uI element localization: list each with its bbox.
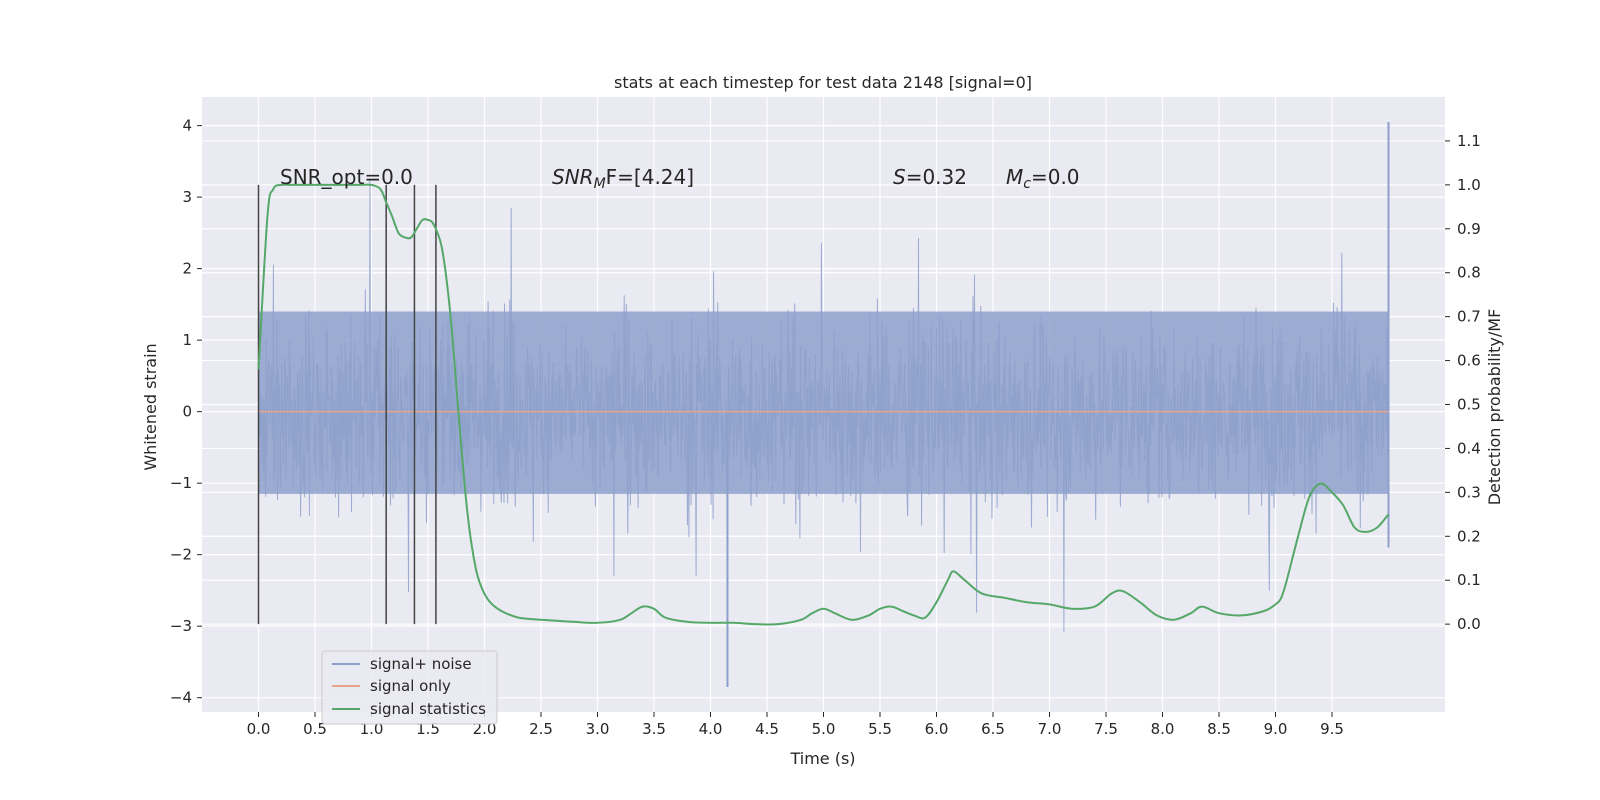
y-right-tick-label: 0.1 <box>1457 571 1481 589</box>
y-right-tick-label: 0.8 <box>1457 264 1481 282</box>
x-tick-label: 0.5 <box>303 720 327 738</box>
y-axis-label-right: Detection probability/MF <box>1485 309 1504 506</box>
annotation-s: S=0.32 <box>893 165 967 189</box>
y-tick-label: −1 <box>170 474 192 492</box>
y-right-tick-label: 0.3 <box>1457 483 1481 501</box>
signal-statistics-line <box>257 183 1390 626</box>
x-tick-label: 5.5 <box>868 720 892 738</box>
x-tick-label: 3.5 <box>642 720 666 738</box>
x-tick-label: 0.0 <box>247 720 271 738</box>
snr-mf-rest: F=[4.24] <box>606 165 694 189</box>
y-tick-label: −2 <box>170 546 192 564</box>
vertical-markers <box>257 184 437 625</box>
legend-label-signal-noise: signal+ noise <box>370 655 472 673</box>
mc-sub: c <box>1023 176 1031 192</box>
noise-trace <box>258 179 1389 632</box>
y-ticks-right: 0.0 0.1 0.2 0.3 0.4 0.5 0.6 0.7 0.8 0.9 1.0 1.1 <box>1445 132 1481 633</box>
mc-var: M <box>1006 165 1023 189</box>
legend-label-signal-statistics: signal statistics <box>370 700 486 718</box>
x-tick-label: 7.0 <box>1038 720 1062 738</box>
y-ticks-left: −4 −3 −2 −1 0 1 2 3 4 <box>170 117 202 707</box>
annotation-mc: Mc=0.0 <box>1006 165 1080 192</box>
x-tick-label: 7.5 <box>1094 720 1118 738</box>
y-tick-label: 3 <box>182 188 192 206</box>
y-right-tick-label: 1.0 <box>1457 176 1481 194</box>
y-right-tick-label: 0.7 <box>1457 308 1481 326</box>
y-right-tick-label: 0.9 <box>1457 220 1481 238</box>
x-tick-label: 8.5 <box>1207 720 1231 738</box>
x-tick-label: 4.5 <box>755 720 779 738</box>
x-tick-label: 6.0 <box>925 720 949 738</box>
x-tick-label: 9.5 <box>1320 720 1344 738</box>
legend-box <box>321 650 498 725</box>
legend: signal+ noise signal only signal statist… <box>321 650 498 725</box>
annotation-snr-mf: SNRMF=[4.24] <box>552 165 694 192</box>
y-tick-label: −4 <box>170 689 192 707</box>
y-tick-label: 2 <box>182 260 192 278</box>
series-signal-statistics <box>257 183 1390 626</box>
x-tick-label: 4.0 <box>699 720 723 738</box>
y-tick-label: 0 <box>182 403 192 421</box>
s-var: S <box>893 165 906 189</box>
y-tick-label: −3 <box>170 617 192 635</box>
annotation-snr-opt: SNR_opt=0.0 <box>280 165 413 189</box>
series-signal-noise <box>258 122 1390 687</box>
y-right-tick-label: 0.2 <box>1457 527 1481 545</box>
x-tick-label: 2.5 <box>529 720 553 738</box>
snr-mf-sub: M <box>594 176 606 192</box>
x-tick-label: 8.0 <box>1151 720 1175 738</box>
y-axis-label-left: Whitened strain <box>141 343 160 470</box>
snr-mf-main: SNR <box>552 165 594 189</box>
chart-title: stats at each timestep for test data 214… <box>614 73 1032 92</box>
y-right-tick-label: 0.6 <box>1457 352 1481 370</box>
y-right-tick-label: 1.1 <box>1457 132 1481 150</box>
x-tick-label: 3.0 <box>586 720 610 738</box>
y-tick-label: 4 <box>182 117 192 135</box>
mc-val: =0.0 <box>1031 165 1080 189</box>
y-right-tick-label: 0.0 <box>1457 615 1481 633</box>
x-tick-label: 9.0 <box>1264 720 1288 738</box>
s-val: =0.32 <box>906 165 967 189</box>
y-right-tick-label: 0.4 <box>1457 439 1481 457</box>
y-right-tick-label: 0.5 <box>1457 396 1481 414</box>
x-tick-label: 5.0 <box>812 720 836 738</box>
y-tick-label: 1 <box>182 331 192 349</box>
x-axis-label: Time (s) <box>789 749 855 768</box>
x-tick-label: 6.5 <box>981 720 1005 738</box>
legend-label-signal-only: signal only <box>370 677 451 695</box>
